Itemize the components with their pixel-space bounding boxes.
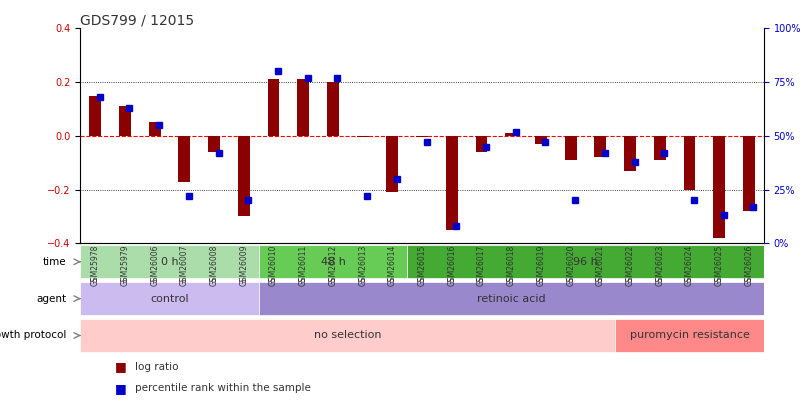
Bar (259, 245, 407, 278)
Text: no selection: no selection (314, 330, 381, 341)
Text: GSM26026: GSM26026 (744, 246, 752, 288)
Text: GSM26025: GSM26025 (714, 246, 723, 288)
Bar (259, 282, 763, 315)
Text: GSM26010: GSM26010 (269, 246, 278, 288)
Bar (80, 282, 259, 315)
Bar (653, 136, 665, 160)
Text: retinoic acid: retinoic acid (476, 294, 545, 304)
Text: puromycin resistance: puromycin resistance (629, 330, 748, 341)
Text: agent: agent (37, 294, 67, 304)
Text: GSM26008: GSM26008 (210, 246, 218, 288)
Bar (614, 319, 763, 352)
Bar (386, 136, 397, 192)
Text: time: time (43, 257, 67, 267)
Text: GSM26015: GSM26015 (417, 246, 426, 288)
Text: log ratio: log ratio (135, 362, 178, 372)
Text: GSM26013: GSM26013 (357, 246, 367, 288)
Text: GSM26023: GSM26023 (654, 246, 663, 288)
Text: GSM26021: GSM26021 (595, 246, 604, 288)
Text: 48 h: 48 h (320, 257, 345, 267)
Text: GSM26007: GSM26007 (180, 246, 189, 288)
Text: GSM25978: GSM25978 (91, 246, 100, 288)
Bar (742, 136, 754, 211)
Bar (119, 106, 131, 136)
Text: GSM26019: GSM26019 (536, 246, 544, 288)
Bar (89, 96, 101, 136)
Bar (149, 122, 161, 136)
Bar (327, 82, 339, 136)
Text: GSM26009: GSM26009 (239, 246, 248, 288)
Bar (357, 136, 368, 137)
Text: 0 h: 0 h (161, 257, 178, 267)
Text: control: control (150, 294, 189, 304)
Bar (712, 136, 724, 238)
Bar (446, 136, 457, 230)
Text: GSM26011: GSM26011 (299, 246, 308, 288)
Text: GSM26017: GSM26017 (476, 246, 486, 288)
Bar (683, 136, 695, 190)
Text: GSM26020: GSM26020 (565, 246, 574, 288)
Text: GSM26006: GSM26006 (150, 246, 159, 288)
Bar (178, 136, 190, 181)
Bar (416, 136, 427, 137)
Text: percentile rank within the sample: percentile rank within the sample (135, 383, 311, 393)
Text: 96 h: 96 h (573, 257, 597, 267)
Text: GSM26018: GSM26018 (506, 246, 515, 288)
Text: ■: ■ (115, 360, 126, 373)
Bar (475, 136, 487, 152)
Bar (407, 245, 763, 278)
Text: GSM25979: GSM25979 (120, 246, 129, 288)
Text: GSM26022: GSM26022 (625, 246, 634, 288)
Bar (504, 133, 516, 136)
Bar (80, 319, 614, 352)
Text: GSM26024: GSM26024 (684, 246, 693, 288)
Bar (80, 245, 259, 278)
Bar (564, 136, 576, 160)
Bar (267, 79, 279, 136)
Bar (593, 136, 605, 157)
Bar (238, 136, 250, 216)
Bar (534, 136, 546, 144)
Text: growth protocol: growth protocol (0, 330, 67, 341)
Text: GSM26014: GSM26014 (387, 246, 397, 288)
Text: GDS799 / 12015: GDS799 / 12015 (80, 13, 194, 27)
Text: GSM26016: GSM26016 (446, 246, 456, 288)
Bar (208, 136, 220, 152)
Bar (297, 79, 309, 136)
Text: ■: ■ (115, 382, 126, 395)
Bar (623, 136, 635, 171)
Text: GSM26012: GSM26012 (328, 246, 337, 288)
